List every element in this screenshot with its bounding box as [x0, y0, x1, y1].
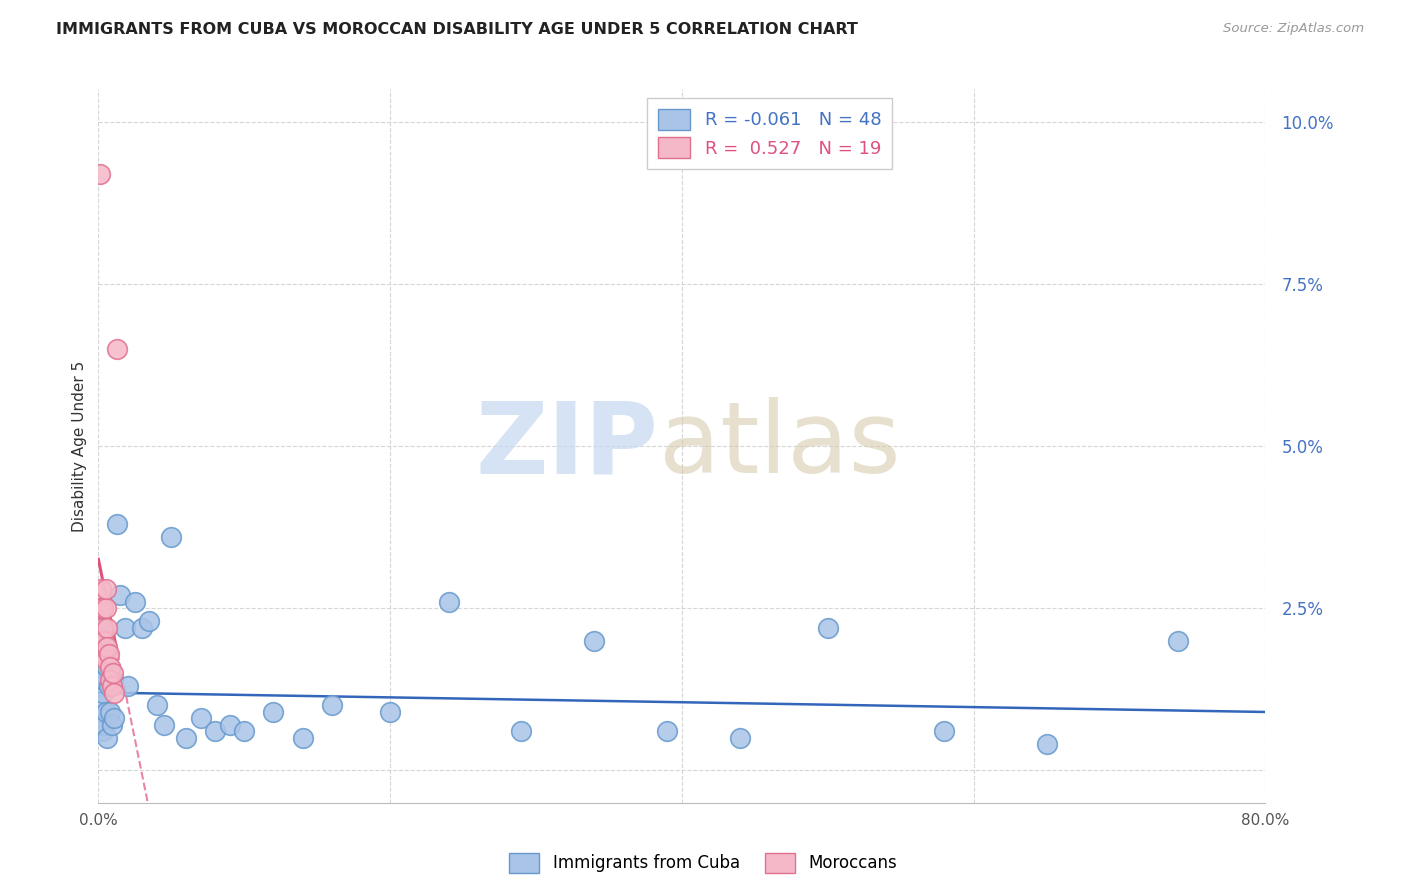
Point	[97, 679, 120, 693]
Point	[91, 724, 114, 739]
Text: atlas: atlas	[658, 398, 900, 494]
Point	[100, 679, 122, 693]
Point	[93, 718, 115, 732]
Point	[110, 588, 132, 602]
Point	[101, 666, 124, 681]
Point	[101, 673, 124, 687]
Point	[96, 621, 118, 635]
Point	[114, 621, 136, 635]
Point	[291, 731, 314, 745]
Point	[90, 582, 112, 596]
Point	[98, 673, 121, 687]
Point	[103, 685, 125, 699]
Point	[1035, 738, 1057, 752]
Point	[91, 685, 114, 699]
Point	[730, 731, 752, 745]
Point	[174, 731, 197, 745]
Text: IMMIGRANTS FROM CUBA VS MOROCCAN DISABILITY AGE UNDER 5 CORRELATION CHART: IMMIGRANTS FROM CUBA VS MOROCCAN DISABIL…	[56, 22, 858, 37]
Point	[153, 718, 176, 732]
Point	[93, 647, 115, 661]
Point	[124, 595, 146, 609]
Point	[583, 633, 606, 648]
Point	[160, 530, 183, 544]
Point	[103, 711, 125, 725]
Point	[94, 601, 117, 615]
Point	[100, 718, 122, 732]
Point	[94, 640, 117, 654]
Point	[1167, 633, 1189, 648]
Legend: R = -0.061   N = 48, R =  0.527   N = 19: R = -0.061 N = 48, R = 0.527 N = 19	[647, 98, 891, 169]
Text: Source: ZipAtlas.com: Source: ZipAtlas.com	[1223, 22, 1364, 36]
Point	[138, 614, 160, 628]
Point	[817, 621, 839, 635]
Point	[91, 633, 114, 648]
Point	[437, 595, 460, 609]
Point	[90, 621, 112, 635]
Point	[131, 621, 153, 635]
Point	[93, 673, 115, 687]
Point	[233, 724, 256, 739]
Point	[89, 666, 111, 681]
Point	[89, 647, 111, 661]
Point	[93, 633, 115, 648]
Point	[89, 698, 111, 713]
Point	[190, 711, 212, 725]
Point	[98, 705, 121, 719]
Point	[94, 653, 117, 667]
Point	[90, 659, 112, 673]
Point	[321, 698, 343, 713]
Point	[94, 582, 117, 596]
Point	[90, 601, 112, 615]
Point	[94, 705, 117, 719]
Point	[90, 711, 112, 725]
Point	[96, 659, 118, 673]
Point	[98, 659, 121, 673]
Point	[204, 724, 226, 739]
Point	[105, 516, 128, 531]
Point	[96, 731, 118, 745]
Point	[510, 724, 533, 739]
Point	[380, 705, 402, 719]
Y-axis label: Disability Age Under 5: Disability Age Under 5	[72, 360, 87, 532]
Point	[89, 167, 111, 181]
Point	[146, 698, 169, 713]
Point	[934, 724, 956, 739]
Point	[117, 679, 139, 693]
Point	[262, 705, 284, 719]
Point	[96, 640, 118, 654]
Point	[91, 601, 114, 615]
Legend: Immigrants from Cuba, Moroccans: Immigrants from Cuba, Moroccans	[502, 847, 904, 880]
Point	[97, 647, 120, 661]
Point	[657, 724, 679, 739]
Text: ZIP: ZIP	[475, 398, 658, 494]
Point	[218, 718, 240, 732]
Point	[91, 621, 114, 635]
Point	[105, 342, 128, 356]
